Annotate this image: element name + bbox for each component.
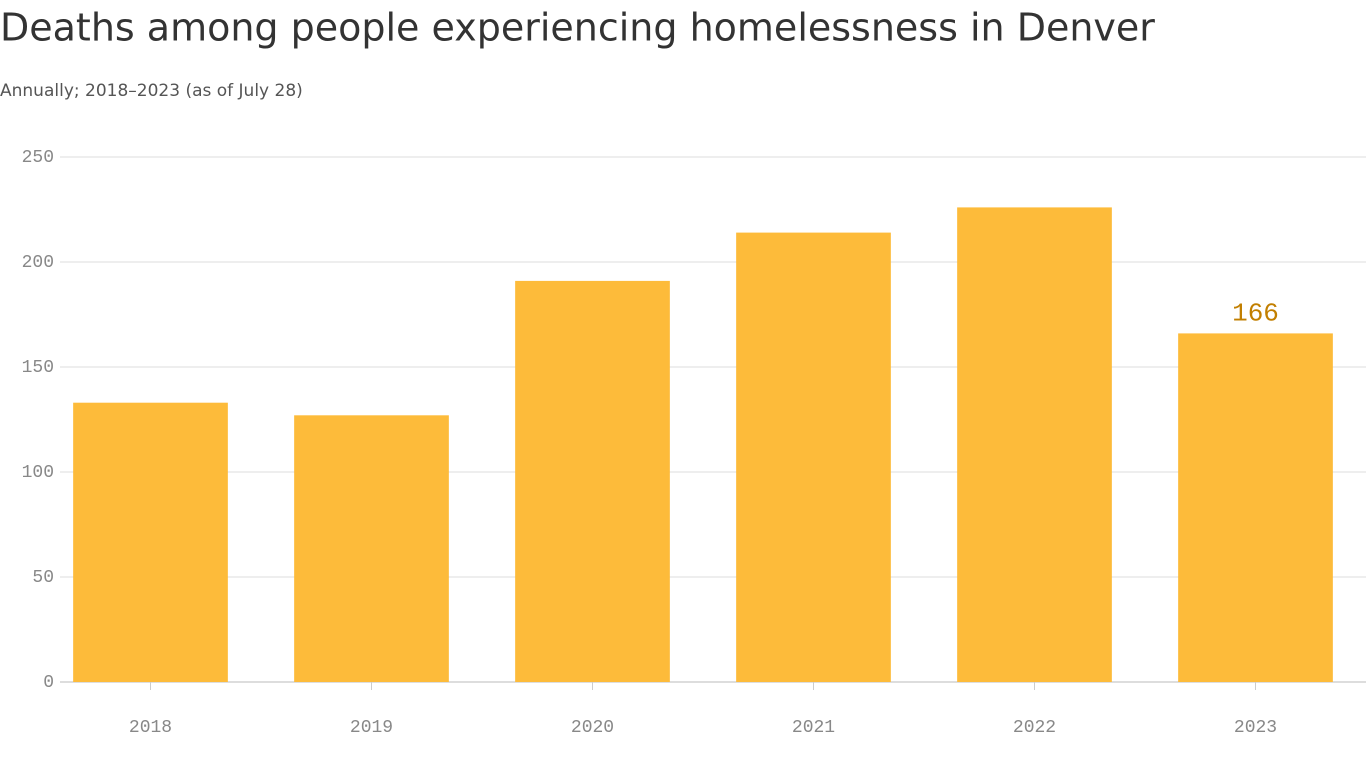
x-tick-label: 2021 (792, 718, 835, 738)
chart-subtitle: Annually; 2018–2023 (as of July 28) (0, 81, 303, 101)
y-tick-label: 150 (22, 358, 54, 378)
x-tick-label: 2023 (1234, 718, 1277, 738)
bar (957, 207, 1112, 682)
y-tick-label: 0 (43, 673, 54, 693)
bar (1178, 333, 1333, 682)
y-tick-label: 250 (22, 148, 54, 168)
x-tick-label: 2022 (1013, 718, 1056, 738)
y-tick-label: 100 (22, 463, 54, 483)
y-tick-label: 50 (32, 568, 54, 588)
bar (294, 415, 449, 682)
chart-title: Deaths among people experiencing homeles… (0, 6, 1155, 50)
x-tick-label: 2018 (129, 718, 172, 738)
bar (515, 280, 670, 682)
bar (736, 232, 891, 682)
y-tick-label: 200 (22, 253, 54, 273)
value-label: 166 (1232, 298, 1279, 328)
x-tick-label: 2020 (571, 718, 614, 738)
x-tick-label: 2019 (350, 718, 393, 738)
bar (73, 402, 228, 682)
